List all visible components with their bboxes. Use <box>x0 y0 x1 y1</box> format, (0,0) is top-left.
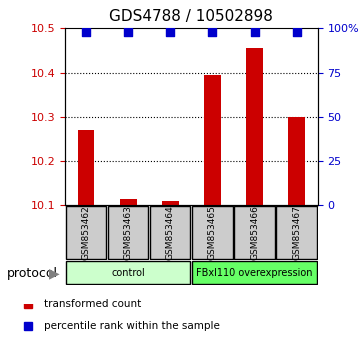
Point <box>168 29 173 35</box>
Text: GSM853464: GSM853464 <box>166 205 175 260</box>
Text: control: control <box>111 268 145 278</box>
FancyBboxPatch shape <box>277 206 317 259</box>
Text: transformed count: transformed count <box>44 299 141 309</box>
Point <box>209 29 215 35</box>
Bar <box>120 199 136 205</box>
Bar <box>162 201 179 205</box>
Text: GSM853463: GSM853463 <box>124 205 132 260</box>
Point <box>252 29 257 35</box>
FancyBboxPatch shape <box>66 206 106 259</box>
Point <box>294 29 300 35</box>
Text: protocol: protocol <box>7 267 58 280</box>
Text: GSM853467: GSM853467 <box>292 205 301 260</box>
Bar <box>78 130 95 205</box>
FancyBboxPatch shape <box>234 206 275 259</box>
FancyBboxPatch shape <box>192 261 317 284</box>
Text: ▶: ▶ <box>49 266 59 280</box>
Bar <box>204 75 221 205</box>
FancyBboxPatch shape <box>192 206 232 259</box>
Text: GSM853462: GSM853462 <box>82 205 91 260</box>
Bar <box>288 117 305 205</box>
Bar <box>246 48 263 205</box>
Point <box>125 29 131 35</box>
FancyBboxPatch shape <box>66 261 191 284</box>
Text: GSM853465: GSM853465 <box>208 205 217 260</box>
Title: GDS4788 / 10502898: GDS4788 / 10502898 <box>109 9 273 24</box>
FancyBboxPatch shape <box>108 206 148 259</box>
Text: FBxl110 overexpression: FBxl110 overexpression <box>196 268 313 278</box>
Text: GSM853466: GSM853466 <box>250 205 259 260</box>
Text: percentile rank within the sample: percentile rank within the sample <box>44 321 220 331</box>
Point <box>83 29 89 35</box>
FancyBboxPatch shape <box>150 206 191 259</box>
